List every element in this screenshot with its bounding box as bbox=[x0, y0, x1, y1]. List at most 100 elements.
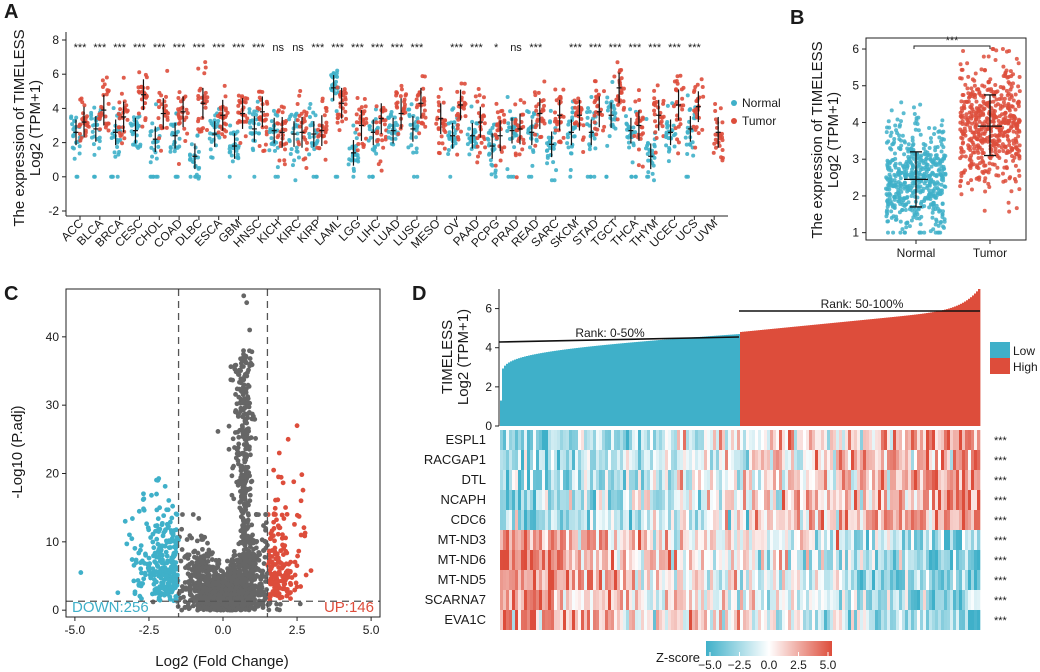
c-point bbox=[236, 441, 242, 447]
b-point bbox=[939, 123, 944, 128]
c-point bbox=[205, 605, 211, 611]
b-ytick-label: 1 bbox=[852, 226, 859, 240]
b-point bbox=[1011, 98, 1016, 103]
a-point bbox=[196, 119, 201, 124]
a-point bbox=[297, 124, 302, 129]
a-point bbox=[260, 125, 265, 130]
a-tgct-tumor-group bbox=[612, 60, 627, 122]
a-point bbox=[313, 113, 318, 118]
a-point bbox=[91, 123, 96, 128]
a-point bbox=[693, 85, 698, 90]
a-point bbox=[587, 147, 592, 152]
a-point bbox=[552, 119, 557, 124]
c-point bbox=[203, 576, 209, 581]
a-point bbox=[621, 99, 626, 104]
a-point bbox=[148, 160, 153, 165]
a-meso-tumor-group bbox=[434, 87, 448, 156]
a-point bbox=[381, 145, 386, 150]
b-point bbox=[977, 119, 982, 124]
a-point bbox=[103, 121, 108, 126]
a-point bbox=[678, 122, 683, 127]
a-significance-kirc: ns bbox=[292, 42, 304, 54]
a-thym-normal-group bbox=[643, 116, 657, 183]
b-point bbox=[1017, 173, 1022, 178]
a-point bbox=[683, 135, 688, 140]
b-point bbox=[1016, 168, 1021, 173]
b-point bbox=[897, 198, 902, 203]
a-point bbox=[618, 90, 623, 95]
a-significance-lgg: *** bbox=[351, 42, 365, 54]
c-point bbox=[227, 582, 232, 588]
a-point bbox=[112, 150, 117, 155]
a-point bbox=[367, 174, 372, 179]
a-point bbox=[324, 120, 329, 125]
a-point bbox=[251, 148, 256, 153]
b-point bbox=[924, 170, 929, 175]
b-point bbox=[889, 130, 894, 135]
a-point bbox=[252, 109, 257, 114]
b-point bbox=[958, 184, 963, 189]
c-point bbox=[240, 400, 246, 406]
a-point bbox=[307, 115, 312, 120]
b-point bbox=[893, 123, 898, 128]
b-point bbox=[975, 163, 980, 168]
a-point bbox=[446, 133, 451, 138]
b-point bbox=[1007, 209, 1012, 214]
a-point bbox=[376, 162, 381, 167]
a-ucec-normal-group bbox=[664, 101, 678, 164]
a-point bbox=[184, 107, 189, 112]
a-point bbox=[70, 122, 75, 127]
a-point bbox=[551, 146, 556, 151]
b-point bbox=[930, 215, 935, 220]
a-point bbox=[711, 150, 716, 155]
b-point bbox=[892, 163, 897, 168]
a-point bbox=[685, 151, 690, 156]
b-point bbox=[962, 103, 967, 108]
a-point bbox=[598, 107, 603, 112]
a-point bbox=[489, 172, 494, 177]
a-point bbox=[280, 133, 285, 138]
b-point bbox=[941, 129, 946, 134]
a-point bbox=[99, 112, 104, 117]
b-point bbox=[893, 182, 898, 187]
a-point bbox=[534, 108, 539, 113]
c-point bbox=[131, 578, 137, 584]
c-point bbox=[137, 593, 143, 599]
a-point bbox=[293, 112, 298, 117]
a-point bbox=[661, 98, 666, 103]
a-point bbox=[185, 111, 190, 116]
a-point bbox=[452, 131, 457, 136]
a-point bbox=[700, 85, 705, 90]
b-point bbox=[942, 217, 947, 222]
a-ytick-label: 4 bbox=[52, 101, 59, 115]
a-point bbox=[91, 142, 96, 147]
a-point bbox=[646, 170, 651, 175]
c-point bbox=[200, 546, 205, 552]
a-significance-lusc: *** bbox=[410, 42, 424, 54]
a-point bbox=[693, 145, 698, 150]
a-point bbox=[386, 129, 391, 134]
a-chol-tumor-group bbox=[156, 68, 170, 153]
a-point bbox=[185, 131, 190, 136]
c-point bbox=[258, 574, 264, 579]
a-point bbox=[218, 124, 223, 129]
a-point bbox=[637, 97, 642, 102]
a-point bbox=[652, 155, 657, 160]
b-point bbox=[1003, 178, 1008, 183]
b-point bbox=[899, 143, 904, 148]
b-point bbox=[982, 101, 987, 106]
c-point bbox=[229, 473, 235, 479]
a-point bbox=[446, 152, 451, 157]
a-point bbox=[681, 103, 686, 108]
b-point bbox=[919, 214, 924, 219]
a-point bbox=[304, 126, 309, 131]
a-point bbox=[573, 105, 578, 110]
a-point bbox=[554, 168, 559, 173]
b-point bbox=[931, 207, 936, 212]
a-point bbox=[443, 129, 448, 134]
a-point bbox=[666, 149, 671, 154]
a-point bbox=[256, 131, 261, 136]
b-point bbox=[940, 118, 945, 123]
a-point bbox=[257, 107, 262, 112]
a-point bbox=[270, 141, 275, 146]
